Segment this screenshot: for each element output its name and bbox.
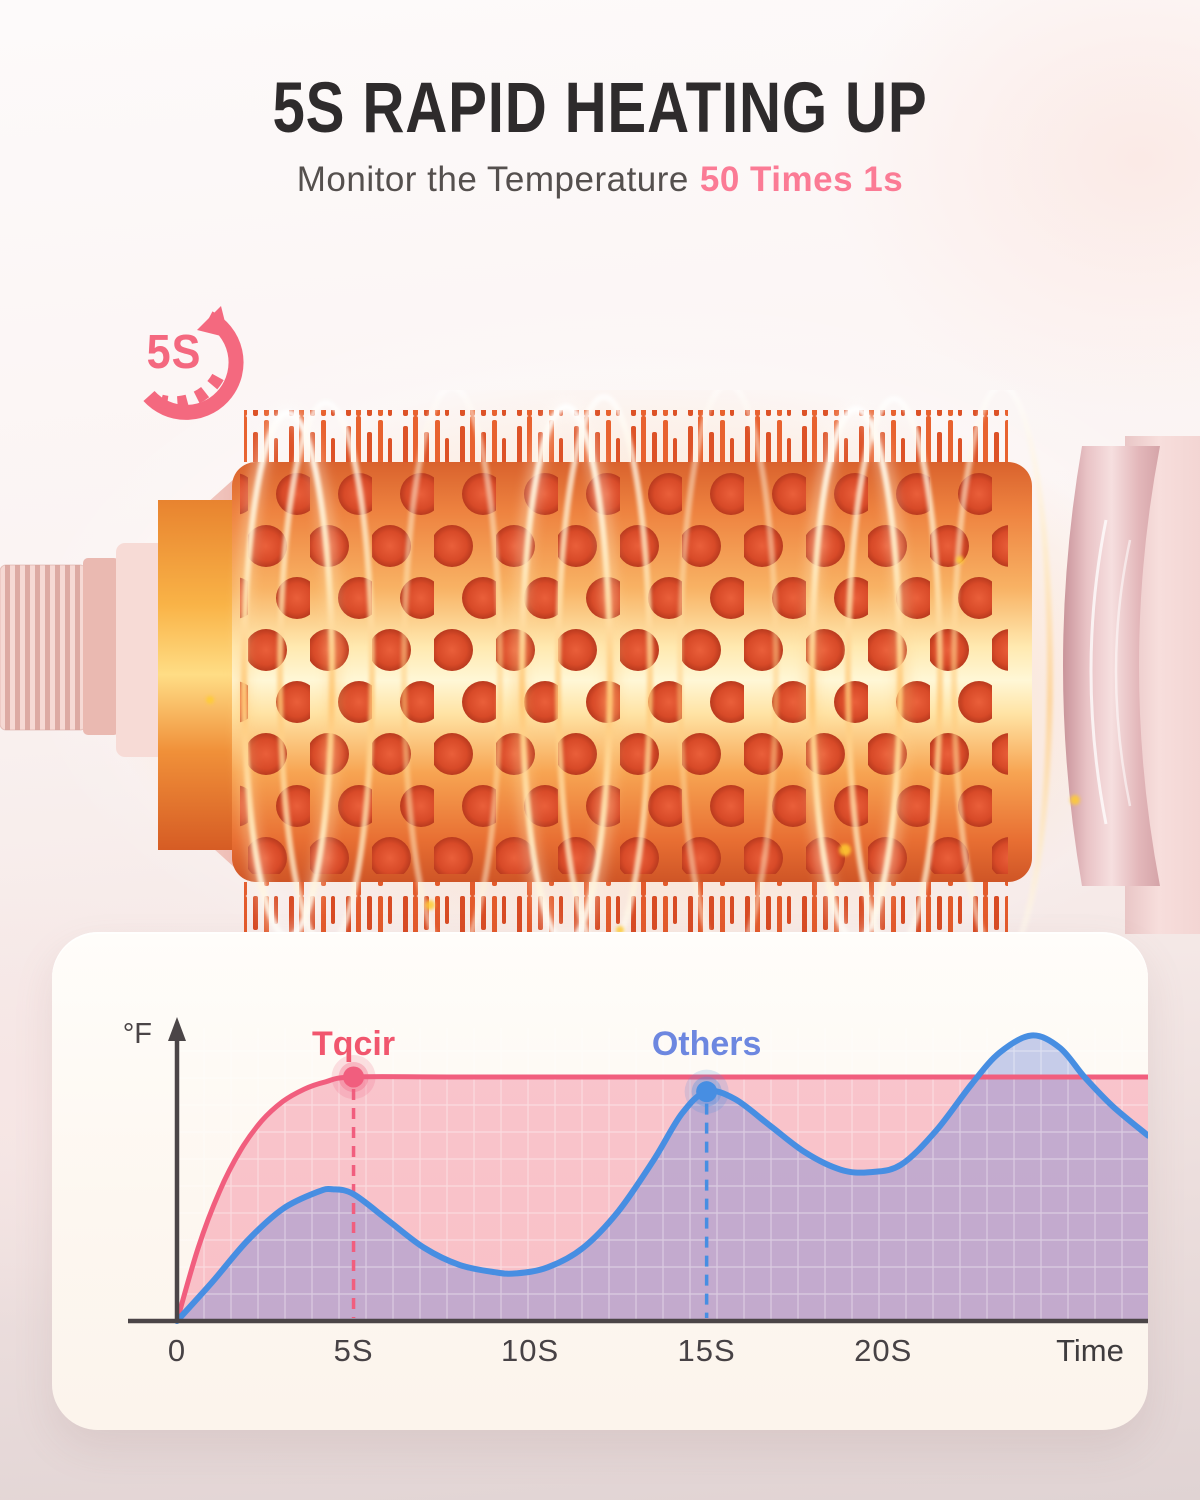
- knob-collar: [83, 558, 119, 735]
- chart-card: Tqcir Others °F 0 5S 10S 15S 20S Time: [52, 932, 1148, 1430]
- five-second-timer-badge: 5S: [92, 278, 262, 436]
- timer-arrow-icon: [143, 306, 244, 420]
- area-fill-others: [177, 1035, 1148, 1321]
- x-tick-0: 0: [168, 1333, 186, 1368]
- x-tick-10s: 10S: [501, 1333, 559, 1368]
- brush-barrel: [232, 462, 1032, 882]
- sparks: [206, 556, 1080, 934]
- cap-band: [1063, 446, 1160, 886]
- handle-right: [1063, 436, 1200, 934]
- heater-ring: [158, 500, 236, 850]
- subtitle-text: Monitor the Temperature: [296, 160, 689, 199]
- series-label-tqcir: Tqcir: [312, 1025, 395, 1063]
- x-tick-5s: 5S: [334, 1333, 374, 1368]
- x-axis-label: Time: [1056, 1333, 1124, 1368]
- x-tick-15s: 15S: [678, 1333, 736, 1368]
- y-axis-label: °F: [123, 1018, 152, 1050]
- page-subtitle: Monitor the Temperature 50 Times 1s: [0, 160, 1200, 200]
- area-fill-tqcir: [177, 1076, 1148, 1321]
- temperature-chart: Tqcir Others °F 0 5S 10S 15S 20S Time: [123, 1017, 1148, 1368]
- marker-dot-tqcir: [343, 1066, 365, 1088]
- series-label-others: Others: [652, 1025, 762, 1063]
- timer-dashes: [159, 373, 224, 410]
- badge-label: 5S: [146, 326, 202, 379]
- subtitle-accent: 50 Times 1s: [699, 160, 904, 199]
- cap-groove: [1089, 519, 1108, 825]
- ribbed-knob: [0, 565, 86, 730]
- cap-groove: [1114, 539, 1132, 807]
- series-line-tqcir: [174, 1074, 1148, 1324]
- x-tick-20s: 20S: [854, 1333, 912, 1368]
- product-illustration: [0, 390, 1200, 960]
- neck-cylinder: [116, 543, 166, 757]
- timer-arrowhead: [197, 306, 229, 338]
- handle-left: [0, 478, 236, 868]
- page-title: 5S RAPID HEATING UP: [272, 69, 928, 148]
- marker-dot-others: [696, 1081, 718, 1103]
- series-line-others: [174, 1032, 1148, 1324]
- y-axis-arrow-icon: [168, 1017, 186, 1041]
